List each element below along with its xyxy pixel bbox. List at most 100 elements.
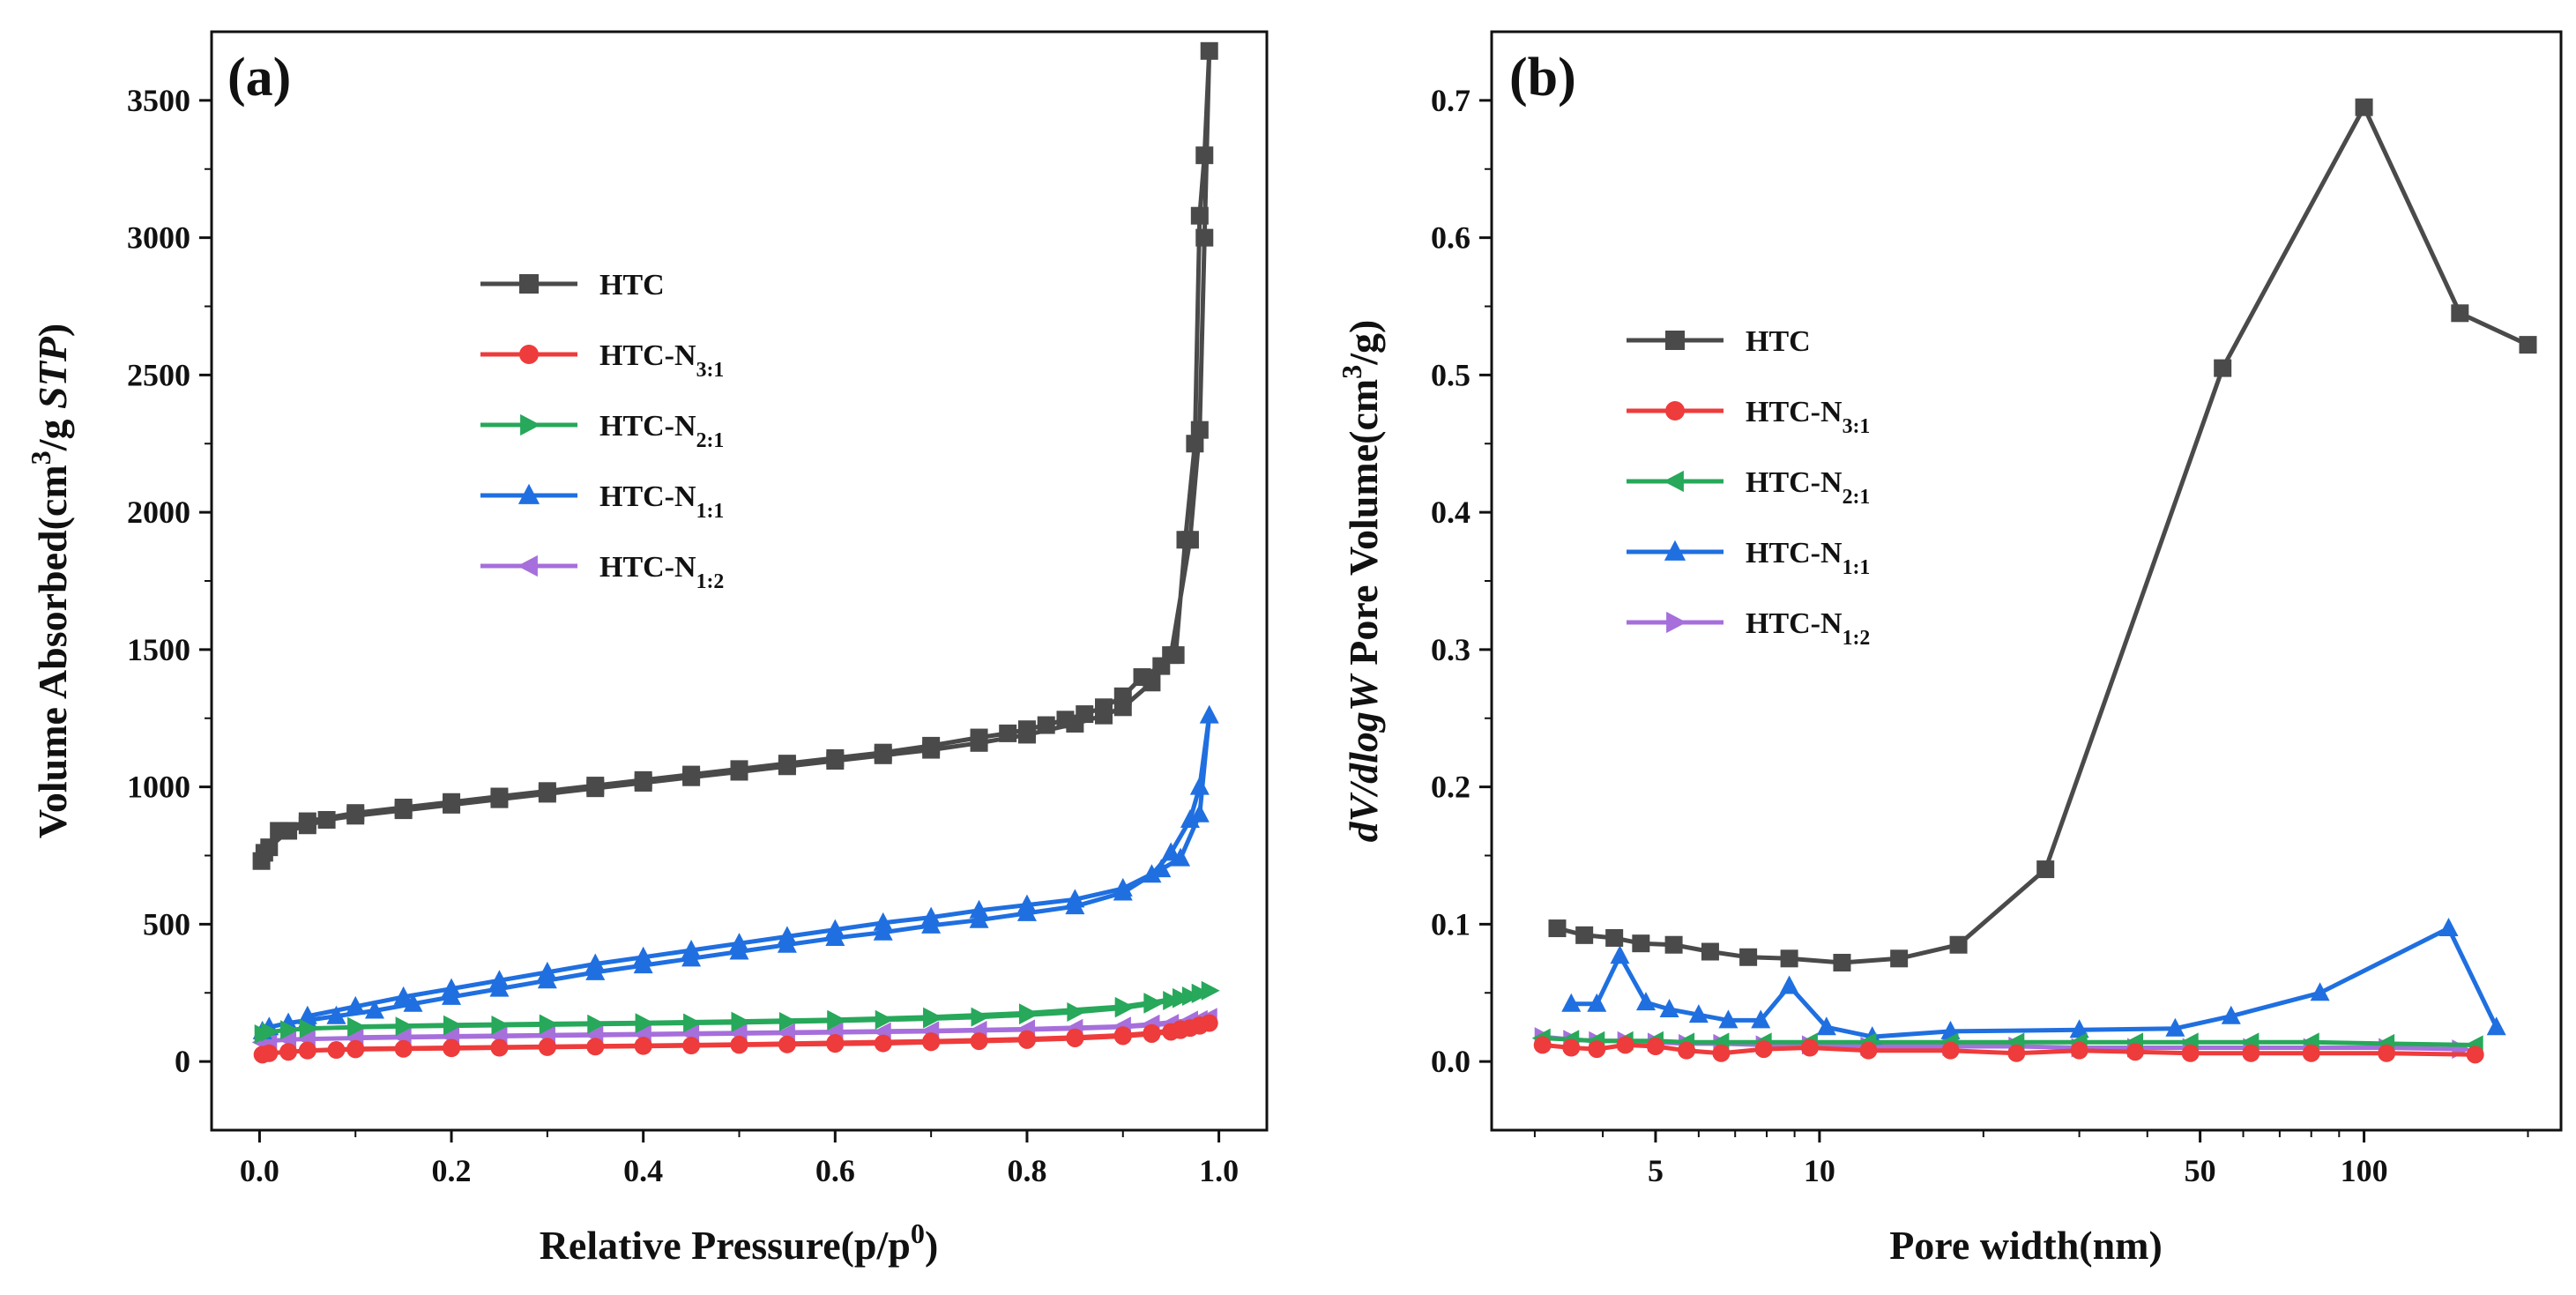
series-htc-n-3-1 [1533,1036,2484,1064]
data-point [1143,993,1163,1013]
data-point [2221,1005,2241,1024]
data-point [970,728,988,747]
x-tick-label: 0.4 [623,1153,663,1188]
data-point [1195,146,1214,165]
data-point [873,921,893,941]
data-point [969,909,989,928]
legend-item: HTC-N2:1 [1627,466,1870,509]
data-point [2070,1041,2088,1060]
data-point [1754,1040,1773,1059]
legend-item: HTC-N3:1 [480,339,724,382]
data-point [443,793,461,811]
data-point [682,1037,701,1055]
data-point [1659,998,1679,1017]
data-point [1533,1036,1552,1054]
data-point [537,961,557,980]
legend-item: HTC [1627,325,1811,358]
x-tick-label: 100 [2341,1153,2388,1188]
y-tick-label: 2500 [127,357,190,392]
data-point [2451,304,2469,323]
data-point [1143,1023,1161,1042]
data-point [1173,987,1192,1008]
data-point [586,1038,605,1056]
plot-frame [1490,30,2563,1132]
data-point [827,1009,846,1030]
data-point [1161,842,1181,861]
data-point [1739,948,1758,966]
data-point [634,770,652,789]
data-point [491,1016,510,1036]
data-point [1017,720,1036,739]
data-point [1635,992,1656,1011]
data-point [1800,1038,1819,1057]
data-point [1688,1004,1709,1023]
data-point [971,1007,990,1027]
legend-label: HTC-N2:1 [599,410,724,452]
data-point [280,1020,300,1040]
data-point [1067,1002,1086,1023]
y-tick-label: 500 [143,906,190,941]
data-point [1678,1041,1696,1060]
x-tick-label: 0.6 [815,1153,855,1188]
data-point [825,919,845,938]
data-point [326,1005,346,1024]
data-point [260,838,279,857]
data-point [346,1039,365,1058]
data-point [1779,975,1799,994]
data-point [1017,1030,1036,1048]
series-htc [1548,98,2537,971]
data-point [1605,928,1624,947]
data-point [1632,934,1650,953]
data-point [2126,1043,2145,1061]
data-point [2310,982,2330,1001]
data-point [539,1014,558,1034]
data-point [1113,687,1132,705]
data-point [1575,926,1594,944]
panel-a: 0.0 0.2 0.4 0.6 0.8 1.0 0 500 1000 1500 2000 2500 30… [25,30,1269,1268]
series-line [1571,926,2498,1039]
y-axis-title: dV/dlogW Pore Volume(cm3/g) [1336,320,1386,843]
plot-frame [210,30,1269,1132]
data-point [364,1000,384,1019]
data-point [923,1007,942,1027]
data-point [1171,847,1191,867]
data-point [1018,1003,1038,1023]
data-point [327,1041,346,1060]
data-point [403,993,423,1012]
data-point [1199,704,1219,724]
data-point [999,724,1017,742]
legend: HTC HTC-N3:1 HTC-N2:1 HTC-N1:1 HTC-N1:2 [480,269,724,593]
data-point [1056,711,1075,729]
data-point [1859,1041,1878,1060]
legend-label: HTC-N1:2 [599,551,724,593]
y-tick-label: 0.5 [1431,357,1470,392]
data-point [1562,1038,1581,1057]
data-point [1113,1026,1132,1045]
data-point [1189,803,1210,822]
legend-item: HTC-N1:2 [480,551,724,593]
x-tick-label: 0.8 [1007,1153,1046,1188]
data-point [683,1013,703,1033]
data-point [1186,435,1204,453]
data-point [921,906,942,926]
data-point [635,1013,654,1033]
data-point [682,765,701,784]
data-point [681,939,702,958]
data-point [1180,809,1200,829]
data-point [1751,1009,1771,1029]
data-point [2355,98,2373,116]
data-point [1176,531,1195,549]
data-point [1587,993,1607,1012]
series-htc-n-2-1 [254,980,1220,1044]
data-point [1191,983,1210,1003]
legend-marker [1663,470,1684,493]
legend-marker [1665,331,1685,350]
data-point [1616,1036,1634,1054]
y-tick-label: 0.0 [1431,1044,1470,1079]
data-point [347,1016,367,1037]
x-tick-label: 50 [2185,1153,2216,1188]
legend-label: HTC-N3:1 [599,339,724,382]
data-point [394,798,413,816]
data-point [1181,986,1201,1006]
legend-item: HTC-N1:1 [1627,537,1870,579]
